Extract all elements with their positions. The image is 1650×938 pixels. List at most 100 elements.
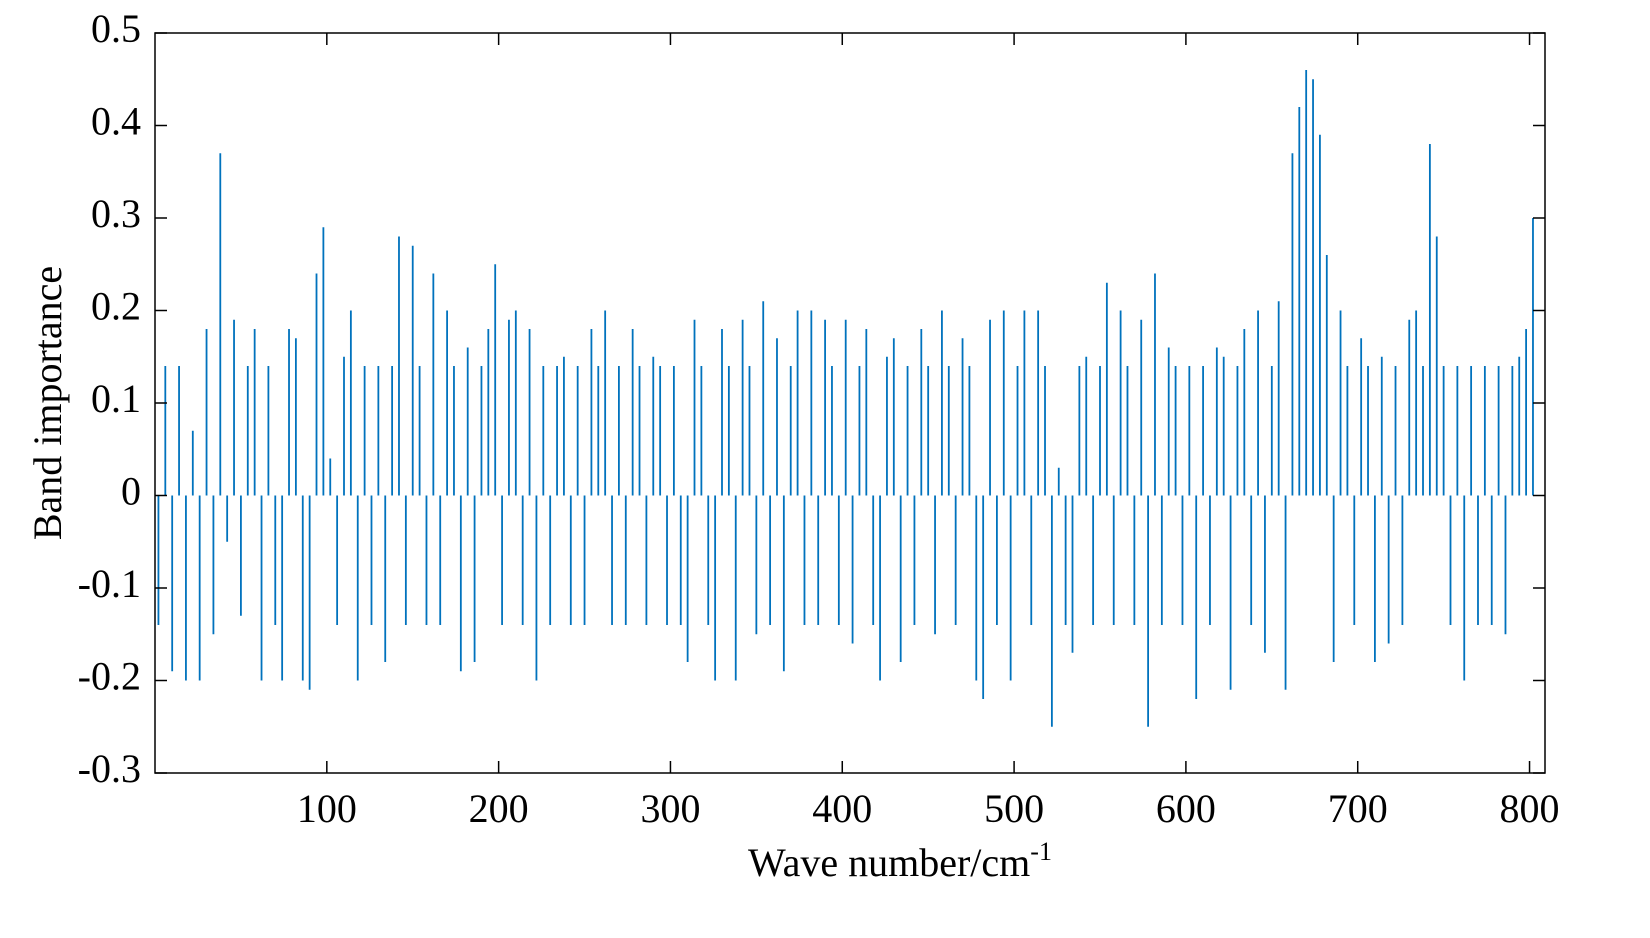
bar	[1456, 366, 1459, 496]
bar	[1236, 366, 1239, 496]
bar	[1009, 495, 1012, 681]
x-tick-label: 800	[1500, 786, 1560, 831]
bar	[253, 329, 256, 496]
bar	[1477, 495, 1479, 625]
bar	[824, 319, 826, 496]
bar	[356, 495, 359, 681]
bar	[1181, 495, 1184, 625]
bar	[404, 495, 407, 625]
bar	[370, 495, 373, 625]
bar	[535, 495, 538, 681]
bar	[975, 495, 978, 681]
bar	[198, 495, 201, 681]
bar	[1319, 134, 1321, 496]
bar	[865, 329, 868, 496]
bar	[508, 319, 510, 496]
bar	[941, 310, 943, 496]
bar	[996, 495, 998, 625]
x-tick-label: 400	[812, 786, 872, 831]
bar	[246, 366, 249, 496]
bar	[858, 366, 861, 496]
bar	[233, 319, 235, 496]
bar	[185, 495, 187, 681]
y-tick-label: -0.1	[78, 561, 141, 606]
bar	[1483, 366, 1486, 496]
bar	[439, 495, 442, 625]
bar	[734, 495, 737, 681]
bar	[886, 356, 888, 496]
bar	[1030, 495, 1033, 625]
y-axis-label: Band importance	[25, 266, 70, 540]
bar	[528, 329, 531, 496]
bar	[336, 495, 339, 625]
bar	[1360, 338, 1363, 496]
bar	[1374, 495, 1376, 662]
bar	[1037, 310, 1040, 496]
y-tick-label: -0.2	[78, 654, 141, 699]
bar	[1408, 319, 1411, 496]
bar	[934, 495, 936, 635]
bar	[1422, 366, 1424, 496]
bar	[1126, 366, 1129, 496]
bar	[260, 495, 263, 681]
bar	[1511, 366, 1514, 496]
bar	[1312, 79, 1314, 496]
bar	[707, 495, 710, 625]
bar	[1346, 366, 1349, 496]
bar	[294, 338, 297, 496]
bar	[1518, 356, 1521, 496]
bar	[947, 366, 950, 496]
y-tick-label: 0	[121, 469, 141, 514]
bar	[1147, 495, 1150, 727]
bar	[1367, 366, 1369, 496]
bar	[755, 495, 758, 635]
bar	[810, 310, 813, 496]
bar	[432, 273, 435, 496]
bar	[748, 366, 751, 496]
bar	[563, 356, 565, 496]
bar	[961, 338, 964, 496]
bar	[1195, 495, 1198, 699]
bar	[1463, 495, 1466, 681]
bar	[803, 495, 806, 625]
bar	[1257, 310, 1259, 496]
plot-frame	[154, 32, 1546, 774]
bar	[274, 495, 277, 625]
bar	[913, 495, 916, 625]
bar	[281, 495, 284, 681]
bar	[487, 329, 490, 496]
bar	[618, 366, 620, 496]
bar	[583, 495, 586, 625]
bar	[205, 329, 208, 496]
bar	[1160, 495, 1163, 625]
bar	[288, 329, 290, 496]
bar	[315, 273, 318, 496]
bar	[782, 495, 785, 672]
bar	[411, 245, 414, 496]
bar	[1016, 366, 1019, 496]
bar	[721, 329, 723, 496]
bar	[672, 366, 675, 496]
bar	[1532, 218, 1534, 496]
bar	[480, 366, 483, 496]
bar	[741, 319, 744, 496]
bar	[343, 356, 345, 496]
bar	[982, 495, 985, 699]
bar	[1209, 495, 1211, 625]
bar	[521, 495, 524, 625]
bar	[611, 495, 613, 625]
bar	[899, 495, 902, 662]
bar	[652, 356, 655, 496]
bar	[1380, 356, 1383, 496]
bar	[879, 495, 881, 681]
bar	[1325, 255, 1328, 496]
bar	[576, 366, 579, 496]
x-axis-label-text: Wave number/cm	[748, 840, 1030, 885]
bar	[666, 495, 668, 625]
bar	[329, 458, 332, 496]
bar	[659, 366, 662, 496]
bar	[844, 319, 847, 496]
bar	[693, 319, 696, 496]
bar	[549, 495, 552, 625]
